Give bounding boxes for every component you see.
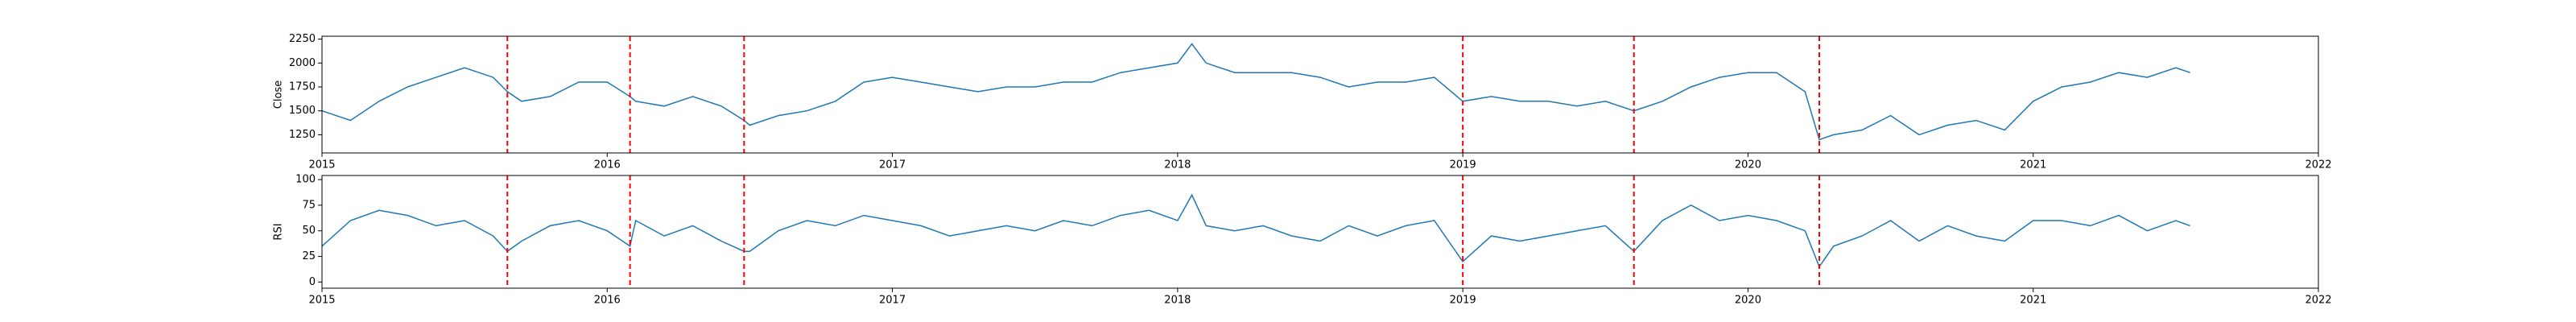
x-tick-label: 2021 [2020, 159, 2046, 171]
close-line [321, 193, 2190, 268]
y-tick-label: 25 [302, 250, 316, 262]
x-tick-label: 2017 [879, 159, 906, 171]
x-tick-label: 2020 [1735, 295, 1761, 307]
x-tick-label: 2015 [308, 159, 335, 171]
y-tick-label: 2250 [289, 33, 316, 45]
close-line [321, 43, 2190, 141]
y-tick-label: 50 [302, 225, 316, 237]
axes-frame [321, 35, 2319, 154]
y-axis-label: Close [273, 80, 285, 109]
axes-frame [321, 175, 2319, 289]
x-tick-label: 2017 [879, 295, 906, 307]
x-tick-label: 2019 [1450, 159, 1476, 171]
y-axis-label: RSI [273, 223, 285, 240]
y-tick-label: 100 [295, 174, 316, 186]
x-tick-label: 2018 [1164, 295, 1191, 307]
x-tick-label: 2016 [594, 159, 621, 171]
x-tick-label: 2016 [594, 295, 621, 307]
x-tick-label: 2019 [1450, 295, 1476, 307]
y-tick-label: 1500 [289, 105, 316, 117]
x-tick-label: 2018 [1164, 159, 1191, 171]
y-tick-label: 75 [302, 199, 316, 211]
y-tick-label: 2000 [289, 57, 316, 69]
y-tick-label: 0 [309, 276, 316, 288]
y-tick-label: 1750 [289, 80, 316, 93]
y-tick-label: 1250 [289, 129, 316, 141]
x-tick-label: 2021 [2020, 295, 2046, 307]
x-tick-label: 2022 [2305, 295, 2331, 307]
x-tick-label: 2015 [308, 295, 335, 307]
x-tick-label: 2022 [2305, 159, 2331, 171]
x-tick-label: 2020 [1735, 159, 1761, 171]
